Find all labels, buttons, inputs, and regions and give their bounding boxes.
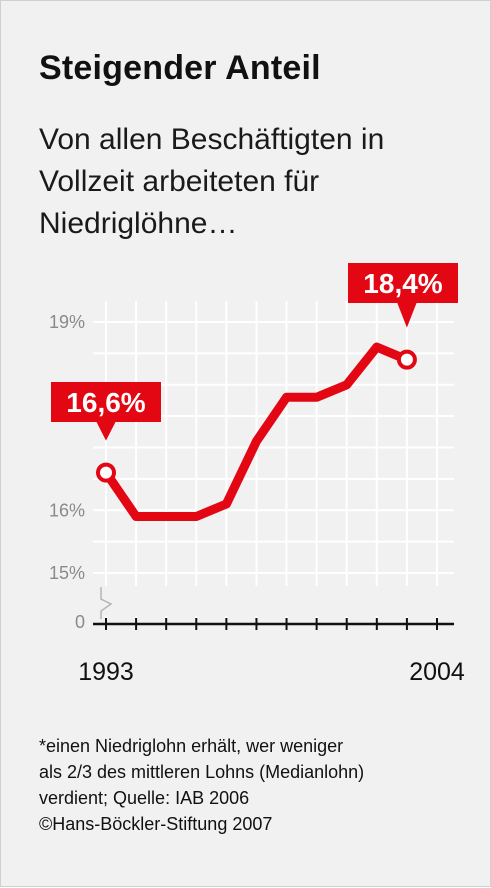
annotation-box: [51, 382, 161, 422]
y-tick-label: 15%: [49, 563, 85, 583]
subtitle-line: Vollzeit arbeiteten für: [39, 165, 320, 198]
footnote-line: *einen Niedriglohn erhält, wer weniger: [39, 736, 344, 756]
axis-break-icon: [100, 587, 113, 619]
y-tick-label: 16%: [49, 500, 85, 520]
footnote: *einen Niedriglohn erhält, wer weniger a…: [39, 733, 469, 837]
y-tick-label: 0: [75, 612, 85, 632]
annotation-label: 18,4%: [363, 268, 442, 299]
data-point-marker: [96, 462, 116, 483]
footnote-line: verdient; Quelle: IAB 2006: [39, 788, 250, 808]
subtitle-line: Niedriglöhne…: [39, 207, 238, 240]
series-line: [101, 342, 412, 521]
x-tick-label: 1993: [78, 658, 134, 686]
annotation-pointer: [96, 421, 116, 441]
data-point-marker: [396, 349, 417, 370]
axis-break-gap: [91, 586, 456, 616]
subtitle-line: Von allen Beschäftigten in: [39, 123, 385, 156]
chart-title: Steigender Anteil: [39, 49, 321, 87]
chart-subtitle: Von allen Beschäftigten in Vollzeit arbe…: [39, 119, 469, 245]
annotation-label: 16,6%: [66, 387, 145, 418]
footnote-line: als 2/3 des mittleren Lohns (Medianlohn): [39, 762, 365, 782]
y-tick-label: 19%: [49, 312, 85, 332]
x-tick-label: 2004: [409, 658, 465, 686]
footnote-line: ©Hans-Böckler-Stiftung 2007: [39, 814, 273, 834]
annotation-box: [348, 263, 458, 303]
annotation-pointer: [396, 302, 417, 328]
